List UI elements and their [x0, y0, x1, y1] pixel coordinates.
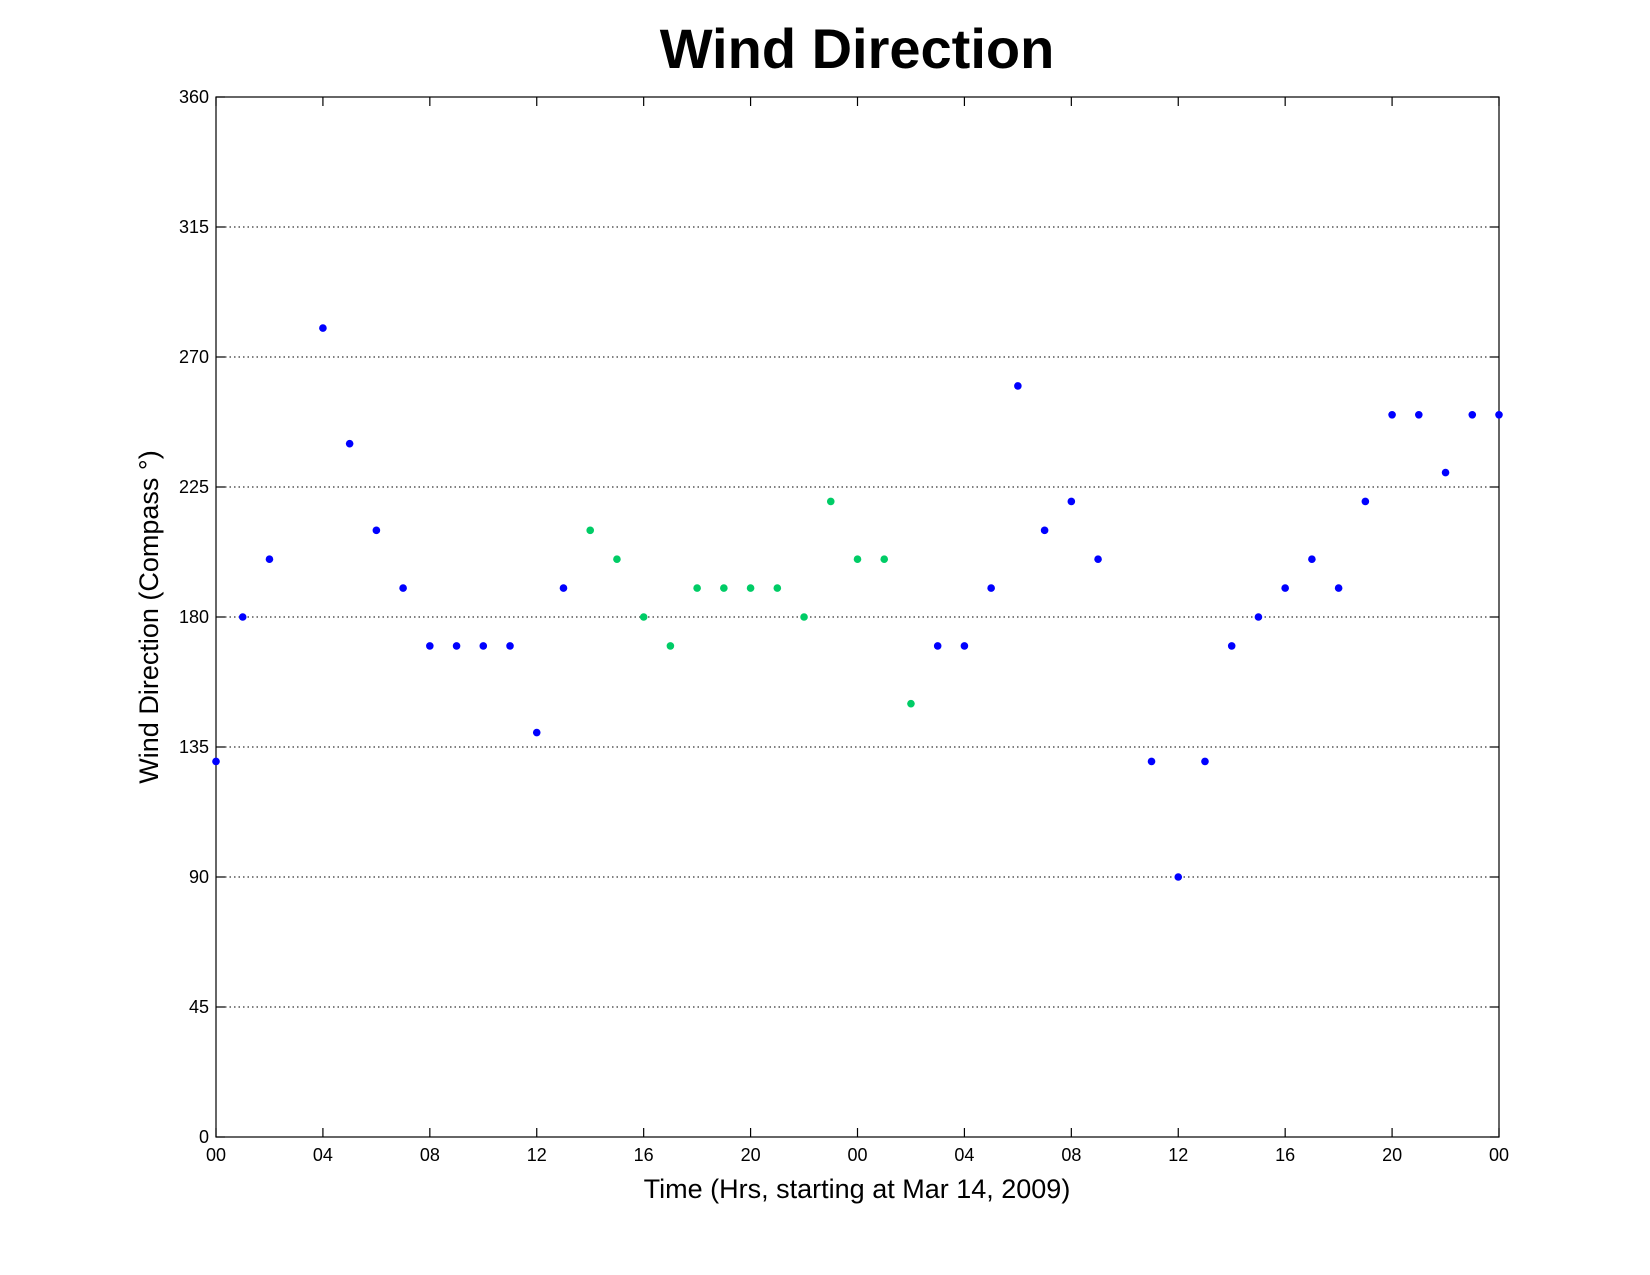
data-point [933, 642, 942, 650]
data-point [613, 555, 621, 564]
data-point [1094, 555, 1102, 564]
data-point [1227, 642, 1236, 650]
data-point [426, 642, 434, 650]
x-tick-label: 04 [954, 1145, 974, 1165]
data-point [1308, 555, 1316, 564]
data-point [1174, 873, 1183, 881]
data-point [345, 439, 354, 448]
data-point [1281, 584, 1289, 592]
data-point [1040, 526, 1049, 535]
data-point [1201, 757, 1209, 766]
data-point [826, 497, 835, 506]
y-tick-label: 180 [179, 607, 209, 627]
data-point [479, 642, 488, 650]
data-point [1388, 410, 1396, 419]
x-tick-label: 08 [1061, 1145, 1081, 1165]
data-point [265, 555, 274, 564]
data-point [319, 324, 327, 332]
data-point [1014, 382, 1022, 390]
y-tick-label: 0 [199, 1127, 209, 1147]
x-tick-label: 12 [527, 1145, 547, 1165]
y-tick-label: 225 [179, 477, 209, 497]
x-tick-label: 16 [1275, 1145, 1295, 1165]
y-tick-label: 90 [189, 867, 209, 887]
data-point [1067, 497, 1076, 506]
x-tick-label: 12 [1168, 1145, 1188, 1165]
data-point [1415, 410, 1423, 419]
data-point [559, 584, 568, 592]
y-tick-label: 270 [179, 347, 209, 367]
chart-title: Wind Direction [660, 17, 1055, 80]
x-tick-label: 08 [420, 1145, 440, 1165]
y-tick-label: 45 [189, 997, 209, 1017]
x-tick-label: 04 [313, 1145, 333, 1165]
data-point [1254, 613, 1263, 621]
data-point [987, 584, 995, 592]
axis-ticks: 0 45 90 135 180 225 270 315 360 00 04 08 12 16 20 00 04 0… [179, 87, 1509, 1165]
data-point [1441, 468, 1450, 477]
data-point [746, 584, 755, 592]
x-tick-label: 20 [741, 1145, 761, 1165]
data-point [1468, 410, 1477, 419]
data-point [586, 526, 595, 535]
y-tick-label: 360 [179, 87, 209, 107]
data-point [693, 584, 701, 592]
data-point [1495, 410, 1503, 419]
data-point [853, 555, 862, 564]
data-point [399, 584, 407, 592]
data-point [1361, 497, 1370, 506]
y-tick-label: 315 [179, 217, 209, 237]
data-point [880, 555, 889, 564]
data-point [372, 526, 381, 535]
y-axis-label: Wind Direction (Compass °) [134, 450, 164, 783]
x-tick-label: 00 [1489, 1145, 1509, 1165]
plot-frame [215, 96, 1500, 1138]
data-point [506, 642, 514, 650]
data-points [212, 324, 1503, 881]
data-point [907, 699, 915, 708]
data-point [773, 584, 782, 592]
data-point [532, 728, 541, 737]
data-point [720, 584, 728, 592]
x-axis-label: Time (Hrs, starting at Mar 14, 2009) [644, 1174, 1071, 1204]
data-point [666, 642, 675, 650]
data-point [212, 757, 220, 766]
x-tick-label: 00 [206, 1145, 226, 1165]
x-tick-label: 00 [847, 1145, 867, 1165]
x-tick-label: 20 [1382, 1145, 1402, 1165]
data-point [960, 642, 969, 650]
data-point [639, 613, 648, 621]
data-point [1147, 757, 1156, 766]
data-point [1334, 584, 1343, 592]
data-point [800, 613, 808, 621]
grid-lines [216, 226, 1499, 1008]
y-tick-label: 135 [179, 737, 209, 757]
x-tick-label: 16 [634, 1145, 654, 1165]
data-point [452, 642, 461, 650]
data-point [238, 613, 247, 621]
